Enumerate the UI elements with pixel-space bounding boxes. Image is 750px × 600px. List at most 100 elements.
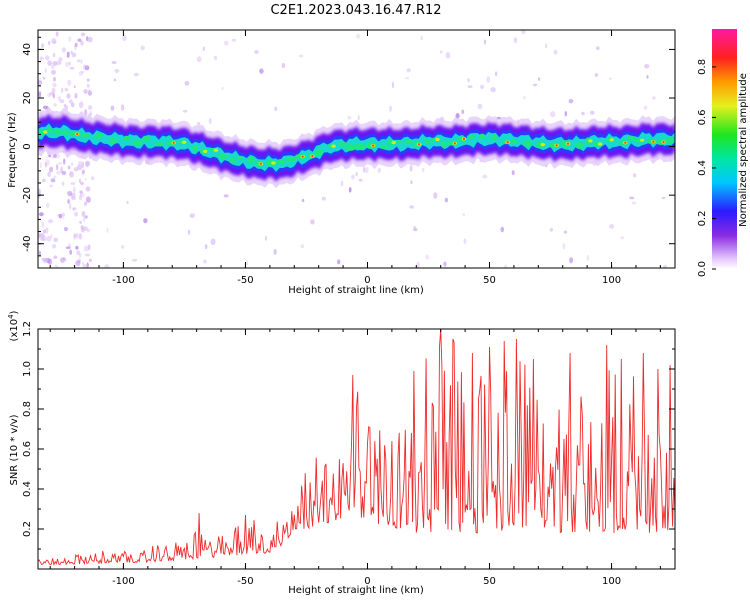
noise-speckle [629,196,635,200]
noise-speckle [521,30,526,35]
noise-speckle [38,80,42,84]
noise-speckle [187,229,191,235]
noise-speckle [41,221,45,228]
noise-speckle [78,233,83,240]
noise-speckle [40,237,45,241]
noise-speckle [120,104,125,111]
noise-speckle [71,52,77,58]
noise-speckle [67,190,73,197]
noise-speckle [409,205,415,209]
noise-speckle [596,46,600,51]
noise-speckle [122,34,127,42]
ridge-max [172,141,175,144]
x-tick-label: 50 [483,275,496,286]
noise-speckle [461,109,465,115]
noise-speckle [590,110,595,115]
noise-speckle [79,190,83,194]
y-tick-label: 0.8 [22,401,33,417]
colorbar-tick-label: 0.4 [697,160,708,176]
noise-speckle [57,214,60,217]
snr-scale-label: (x104) [7,310,20,341]
noise-speckle [467,78,470,82]
noise-speckle [549,227,554,232]
ridge-blob [424,138,431,144]
noise-speckle [365,166,369,174]
noise-speckle [52,61,57,66]
noise-speckle [483,39,487,45]
ridge-blob [479,133,486,140]
noise-speckle [42,76,46,80]
ridge-blob [246,156,256,164]
snr-panel: -100 -50 0 50 100 0.2 0.4 0.6 0.8 1.0 1.2 Height o… [7,310,676,596]
snr-ticks: -100 -50 0 50 100 0.2 0.4 0.6 0.8 1.0 1.2 [22,321,675,587]
snr-line [38,329,675,566]
noise-speckle [81,169,85,175]
noise-speckle [67,165,71,170]
noise-speckle [87,90,93,96]
figure-title: C2E1.2023.043.16.47.R12 [270,3,441,18]
x-tick-label: -50 [237,576,253,587]
noise-speckle [68,61,71,66]
noise-speckle [44,162,47,168]
noise-speckle [66,93,71,99]
y-tick-label: 20 [22,92,33,105]
noise-speckle [74,42,78,47]
noise-speckle [608,77,612,80]
noise-speckle [420,36,423,41]
ridge-max [301,155,304,158]
noise-speckle [83,89,88,94]
ridge-peak [639,138,645,142]
noise-speckle [70,182,76,185]
noise-speckle [106,227,109,233]
ridge-blob [199,148,206,155]
ridge-blob [123,135,131,141]
noise-speckle [50,178,56,183]
noise-speckle [39,212,44,217]
noise-speckle [80,181,84,186]
ridge-blob [345,144,356,151]
noise-speckle [73,234,76,240]
noise-speckle [204,244,208,250]
snr-frame [37,328,676,570]
noise-speckle [477,103,483,110]
noise-speckle [47,171,51,177]
noise-speckle [643,105,648,110]
noise-speckle [90,176,95,180]
ridge-blob [585,137,591,145]
noise-speckle [73,233,77,237]
noise-speckle [389,105,392,112]
noise-speckle [42,105,48,110]
ridge-blob [440,140,447,148]
noise-speckle [462,213,465,217]
noise-speckle [213,55,218,60]
noise-speckle [355,172,358,177]
noise-speckle [58,96,61,101]
noise-speckle [416,261,420,268]
noise-speckle [480,84,485,90]
noise-speckle [53,237,58,243]
noise-speckle [76,250,81,256]
noise-speckle [74,211,78,217]
noise-speckle [513,37,518,44]
noise-speckle [445,52,451,59]
spectrogram-frame [37,29,676,269]
noise-speckle [652,96,656,100]
noise-speckle [356,33,361,39]
ridge-blob [396,139,402,145]
ridge-max [453,142,456,145]
colorbar-label: Normalized spectral amplitude [738,73,749,227]
ridge-blob [413,140,420,148]
ridge-blob [510,138,518,145]
noise-speckle [661,196,666,200]
ridge-peak [43,130,48,134]
noise-speckle [64,226,68,232]
ridge-blob [237,155,243,161]
noise-speckle [357,114,360,121]
noise-speckle [203,259,207,264]
noise-speckle [59,99,65,104]
noise-speckle [202,46,205,52]
noise-speckle [88,113,91,117]
noise-speckle [281,62,286,69]
colorbar-tick-label: 0.2 [697,211,708,227]
y-tick-label: -20 [22,187,33,203]
